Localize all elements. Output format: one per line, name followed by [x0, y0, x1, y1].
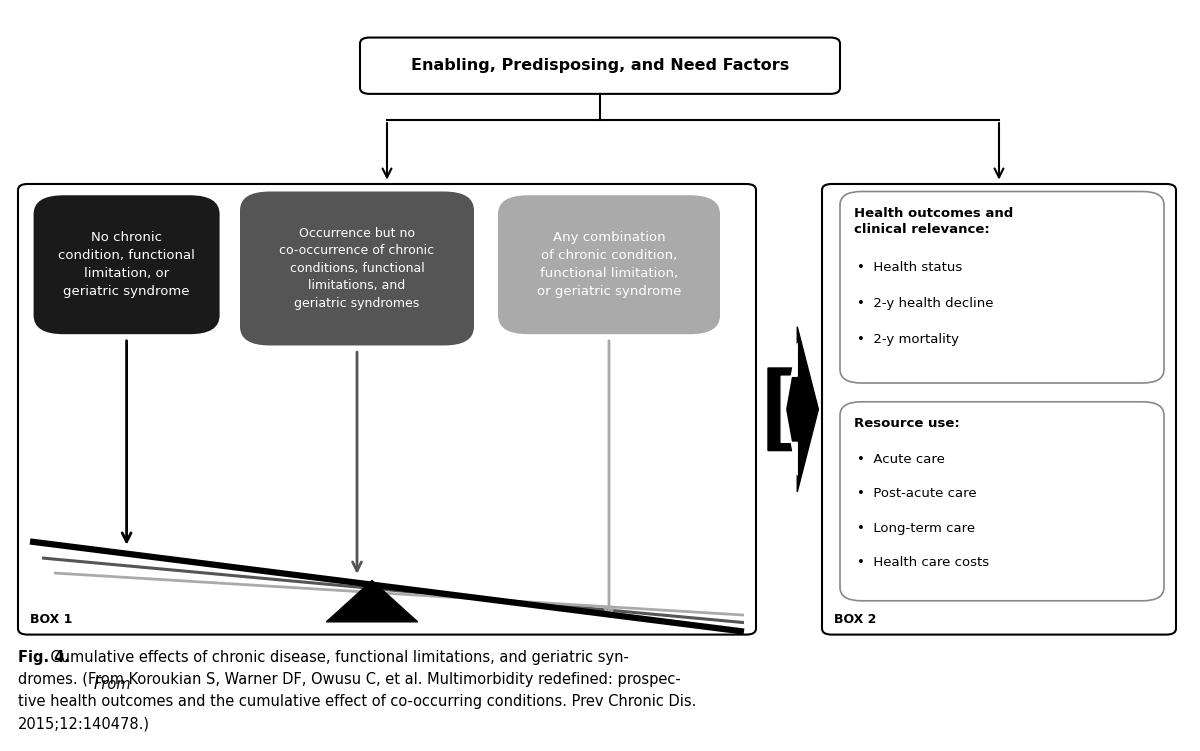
Text: Health outcomes and
clinical relevance:: Health outcomes and clinical relevance:	[854, 207, 1014, 236]
FancyBboxPatch shape	[360, 38, 840, 94]
Text: From: From	[94, 677, 131, 692]
FancyBboxPatch shape	[498, 195, 720, 334]
Polygon shape	[781, 343, 797, 475]
FancyBboxPatch shape	[240, 192, 474, 345]
Text: •  Health care costs: • Health care costs	[857, 556, 989, 569]
Text: Any combination
of chronic condition,
functional limitation,
or geriatric syndro: Any combination of chronic condition, fu…	[536, 231, 682, 298]
Text: Occurrence but no
co-occurrence of chronic
conditions, functional
limitations, a: Occurrence but no co-occurrence of chron…	[280, 227, 434, 310]
Polygon shape	[768, 327, 818, 492]
Text: •  Long-term care: • Long-term care	[857, 522, 974, 535]
FancyBboxPatch shape	[18, 184, 756, 635]
FancyBboxPatch shape	[822, 184, 1176, 635]
Text: •  2-y health decline: • 2-y health decline	[857, 297, 994, 309]
Text: No chronic
condition, functional
limitation, or
geriatric syndrome: No chronic condition, functional limitat…	[58, 231, 196, 298]
Polygon shape	[326, 581, 418, 622]
Text: BOX 2: BOX 2	[834, 613, 876, 626]
Text: Cumulative effects of chronic disease, functional limitations, and geriatric syn: Cumulative effects of chronic disease, f…	[18, 650, 696, 731]
Text: •  Post-acute care: • Post-acute care	[857, 487, 977, 500]
Text: Resource use:: Resource use:	[854, 417, 960, 430]
Text: •  Acute care: • Acute care	[857, 453, 944, 466]
Text: •  Health status: • Health status	[857, 261, 962, 273]
Text: •  2-y mortality: • 2-y mortality	[857, 333, 959, 345]
FancyBboxPatch shape	[840, 192, 1164, 383]
FancyBboxPatch shape	[34, 195, 220, 334]
Text: BOX 1: BOX 1	[30, 613, 72, 626]
Text: Fig. 4.: Fig. 4.	[18, 650, 70, 665]
FancyBboxPatch shape	[840, 402, 1164, 601]
Text: Enabling, Predisposing, and Need Factors: Enabling, Predisposing, and Need Factors	[410, 59, 790, 73]
